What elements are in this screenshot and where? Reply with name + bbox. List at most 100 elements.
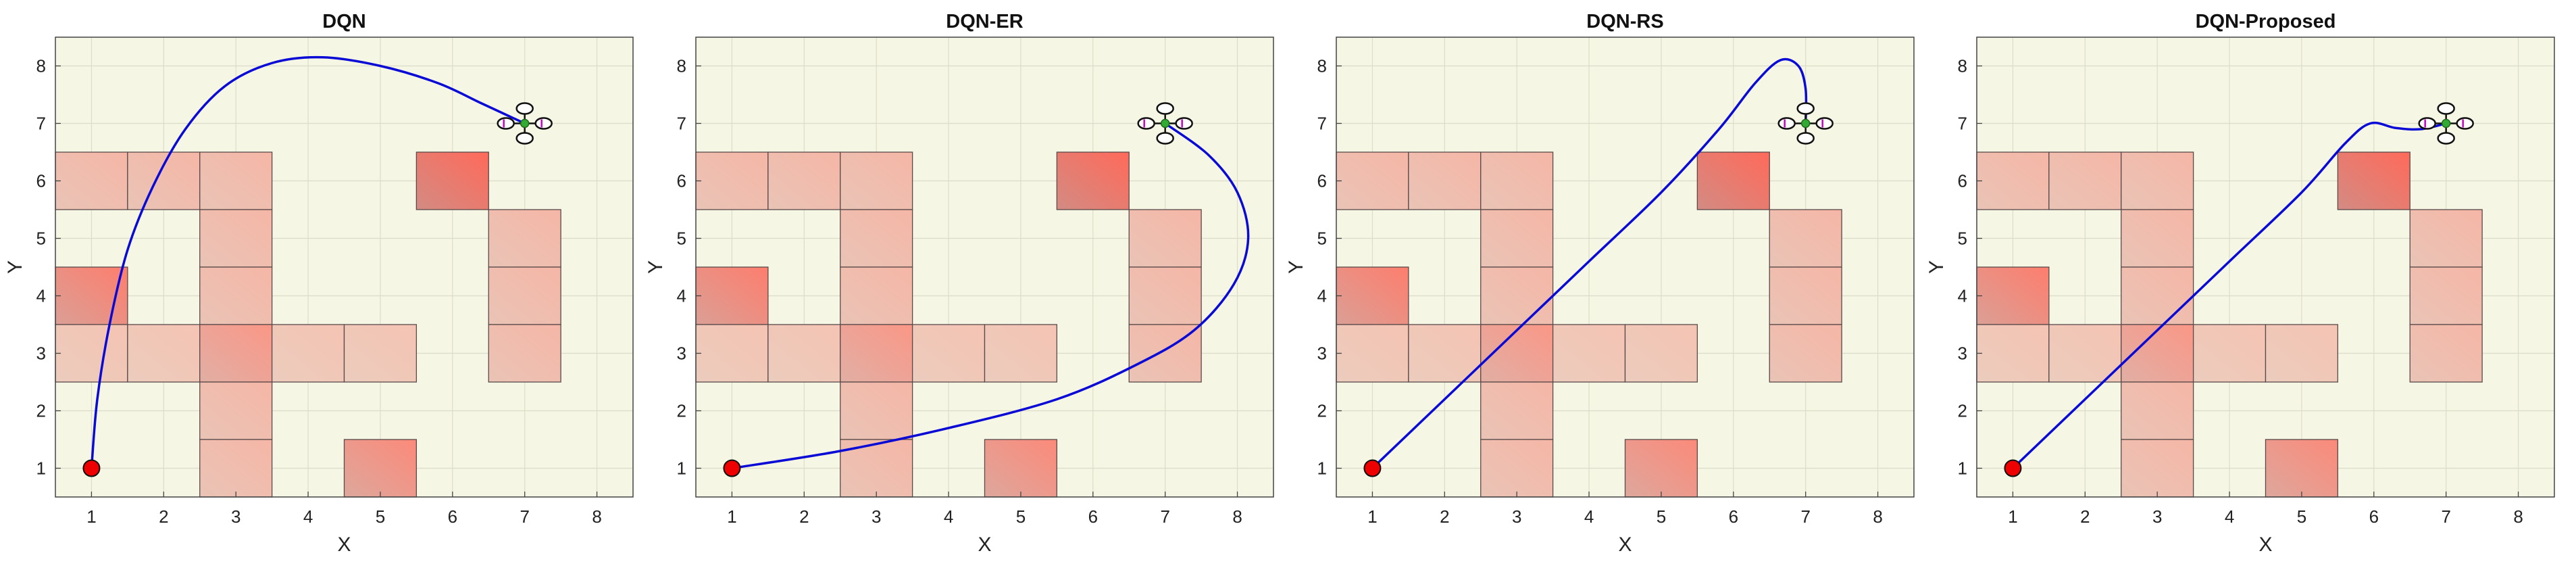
subplot-dqn: 1 2 3 4 5 6 7 8 1 2 3 4 5 6 7 8 X Y DQN [4, 11, 634, 556]
obstacle-cell [1696, 151, 1770, 210]
obstacle-cell [2121, 266, 2194, 325]
y-tick-label: 8 [677, 56, 686, 76]
chart-title: DQN-Proposed [2196, 11, 2336, 32]
obstacle-cell [1336, 324, 1409, 383]
y-tick-label: 1 [1317, 458, 1327, 479]
x-axis-label: X [1618, 533, 1632, 556]
y-tick-label: 4 [1317, 286, 1327, 306]
obstacle-cell [2121, 381, 2194, 440]
obstacle-cell [695, 324, 769, 383]
start-marker-icon [2004, 459, 2022, 477]
obstacle-cell [488, 324, 561, 383]
y-tick-label: 6 [36, 171, 46, 191]
obstacle-cell [2265, 439, 2339, 498]
obstacle-cell [2337, 151, 2410, 210]
y-tick-label: 2 [1958, 401, 1967, 421]
obstacle-cell [2409, 266, 2483, 325]
x-tick-label: 3 [231, 506, 241, 527]
y-tick-label: 6 [1317, 171, 1327, 191]
obstacle-cell [911, 324, 986, 383]
chart-title: DQN-ER [946, 11, 1023, 32]
obstacle-cell [2121, 151, 2194, 210]
obstacle-cell [1624, 324, 1698, 383]
x-tick-label: 6 [2369, 506, 2379, 527]
obstacle-cell [343, 439, 418, 498]
obstacle-cell [1769, 209, 1842, 268]
x-tick-label: 8 [1232, 506, 1242, 527]
obstacle-cell [199, 209, 273, 268]
y-tick-label: 3 [1958, 343, 1967, 364]
obstacle-cell [1976, 324, 2050, 383]
x-tick-label: 6 [1729, 506, 1738, 527]
y-tick-label: 5 [677, 229, 686, 249]
x-axis-label: X [2258, 533, 2272, 556]
y-tick-label: 1 [677, 458, 686, 479]
x-tick-label: 8 [1873, 506, 1882, 527]
obstacle-cell [1056, 151, 1130, 210]
x-tick-label: 2 [2080, 506, 2090, 527]
trajectory-line [730, 122, 1250, 470]
obstacle-cell [1336, 266, 1409, 325]
trajectory-line [1371, 57, 1808, 470]
obstacle-cell [199, 439, 273, 498]
chart-title: DQN-RS [1586, 11, 1663, 32]
x-tick-label: 8 [592, 506, 601, 527]
obstacle-cell [840, 324, 913, 383]
x-tick-label: 1 [86, 506, 96, 527]
obstacle-cell [343, 324, 418, 383]
y-tick-label: 2 [1317, 401, 1327, 421]
obstacle-cell [1480, 381, 1554, 440]
obstacle-cell [199, 151, 273, 210]
x-tick-label: 7 [1160, 506, 1169, 527]
y-tick-label: 3 [36, 343, 46, 364]
obstacle-cell [840, 381, 913, 440]
obstacle-cell [199, 381, 273, 440]
y-tick-label: 6 [677, 171, 686, 191]
x-tick-label: 1 [1367, 506, 1377, 527]
x-tick-label: 3 [2152, 506, 2162, 527]
x-tick-label: 3 [872, 506, 881, 527]
quadcopter-icon [1777, 102, 1834, 145]
obstacle-cell [2192, 324, 2267, 383]
chart-title: DQN [322, 11, 365, 32]
axes-box [1976, 37, 2555, 498]
obstacle-cell [199, 266, 273, 325]
y-axis-label: Y [645, 260, 667, 274]
obstacle-cell [1480, 266, 1554, 325]
y-tick-label: 2 [677, 401, 686, 421]
y-tick-label: 4 [36, 286, 46, 306]
x-tick-label: 6 [448, 506, 457, 527]
y-tick-label: 5 [1958, 229, 1967, 249]
obstacle-cell [488, 266, 561, 325]
y-tick-label: 1 [1958, 458, 1967, 479]
obstacle-cell [840, 266, 913, 325]
subplot-dqn-er: 1 2 3 4 5 6 7 8 1 2 3 4 5 6 7 8 X Y DQN-ER [645, 11, 1274, 556]
obstacle-cell [984, 324, 1058, 383]
x-tick-label: 3 [1512, 506, 1521, 527]
x-tick-label: 4 [944, 506, 953, 527]
trajectory-line [2011, 121, 2448, 470]
x-tick-label: 7 [2441, 506, 2450, 527]
y-tick-label: 4 [677, 286, 686, 306]
y-tick-label: 7 [677, 114, 686, 134]
y-tick-label: 7 [36, 114, 46, 134]
x-tick-label: 5 [1657, 506, 1666, 527]
obstacle-cell [840, 209, 913, 268]
x-tick-label: 2 [159, 506, 168, 527]
trajectory-line [90, 55, 526, 470]
obstacle-cell [695, 266, 769, 325]
y-tick-label: 3 [677, 343, 686, 364]
y-tick-label: 6 [1958, 171, 1967, 191]
obstacle-cell [1976, 266, 2050, 325]
obstacle-cell [767, 151, 841, 210]
obstacle-cell [2121, 439, 2194, 498]
obstacle-cell [2048, 324, 2122, 383]
obstacle-cell [695, 151, 769, 210]
x-tick-label: 5 [2297, 506, 2306, 527]
y-tick-label: 5 [36, 229, 46, 249]
obstacle-cell [1769, 324, 1842, 383]
y-axis-label: Y [1925, 260, 1948, 274]
quadcopter-icon [497, 102, 553, 145]
obstacle-cell [1976, 151, 2050, 210]
x-tick-label: 8 [2513, 506, 2523, 527]
